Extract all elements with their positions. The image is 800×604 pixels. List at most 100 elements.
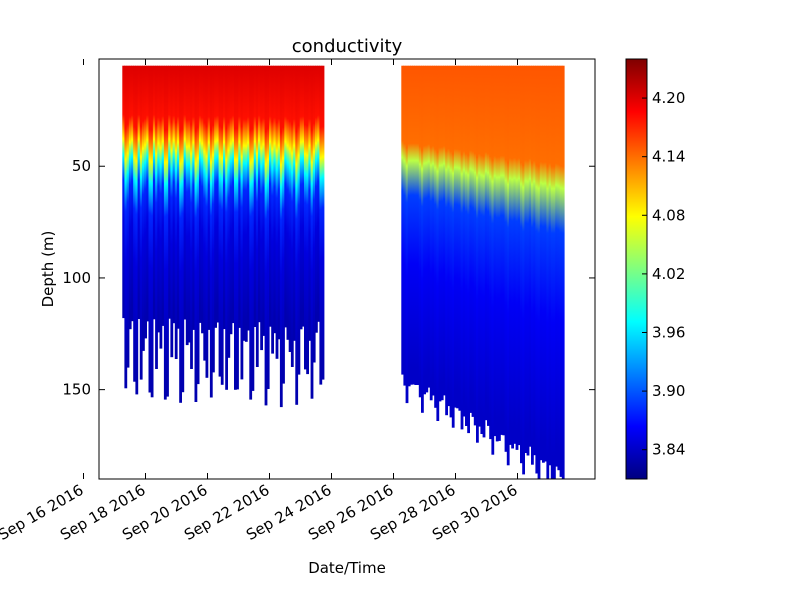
cast-strip xyxy=(255,65,259,367)
cast-strip xyxy=(429,65,433,401)
cast-strip xyxy=(275,65,279,359)
cast-strip xyxy=(185,65,189,346)
cast-strip xyxy=(407,65,411,387)
cast-strip xyxy=(555,65,558,467)
cast-strip xyxy=(192,65,196,330)
y-axis: 50 100 150 xyxy=(62,157,595,399)
cast-strip xyxy=(440,65,444,401)
cast-strip xyxy=(159,65,163,349)
cast-strip xyxy=(168,65,171,319)
cast-strip xyxy=(209,65,213,398)
cast-strip xyxy=(238,65,242,328)
cast-strip xyxy=(258,65,261,323)
cast-strip xyxy=(495,65,499,442)
colorbar-tick-label: 4.20 xyxy=(652,89,685,107)
cast-strip xyxy=(403,65,407,386)
data-series-2 xyxy=(401,65,565,479)
cast-strip xyxy=(509,65,512,445)
cast-strip xyxy=(225,65,228,390)
cast-strip xyxy=(207,65,211,330)
cast-strip xyxy=(454,65,457,408)
cast-strip xyxy=(293,65,296,341)
cast-strip xyxy=(266,65,270,389)
cast-strip xyxy=(244,65,248,342)
plot-area xyxy=(122,65,565,479)
colorbar-tick-label: 4.14 xyxy=(652,148,685,166)
cast-strip xyxy=(166,65,169,397)
cast-strip xyxy=(537,65,541,479)
cast-strip xyxy=(183,65,187,320)
plot-frame xyxy=(98,58,596,480)
cast-strip xyxy=(414,65,418,385)
cast-strip xyxy=(301,65,305,327)
cast-strip xyxy=(467,65,470,434)
cast-strip xyxy=(539,65,543,461)
cast-strip xyxy=(502,65,506,436)
cast-strip xyxy=(269,65,272,327)
cast-strip xyxy=(131,65,134,322)
cast-strip xyxy=(401,65,405,375)
colorbar-tick-label: 3.90 xyxy=(652,382,685,400)
cast-strip xyxy=(161,65,165,326)
cast-strip xyxy=(273,65,277,334)
cast-strip xyxy=(139,65,143,380)
cast-strip xyxy=(144,65,147,339)
x-axis-label: Date/Time xyxy=(308,559,386,577)
cast-strip xyxy=(312,65,316,363)
cast-strip xyxy=(142,65,145,351)
cast-strip xyxy=(561,65,565,479)
cast-strip xyxy=(271,65,274,354)
cast-strip xyxy=(148,65,152,393)
cast-strip xyxy=(198,65,202,323)
cast-strip xyxy=(473,65,477,426)
cast-strip xyxy=(216,65,220,323)
cast-strip xyxy=(126,65,130,368)
cast-strip xyxy=(282,65,285,384)
cast-strip xyxy=(491,65,495,455)
cast-strip xyxy=(436,65,440,421)
cast-strip xyxy=(152,65,156,320)
cast-strip xyxy=(522,65,525,475)
cast-strip xyxy=(471,65,475,417)
cast-strip xyxy=(212,65,215,373)
cast-strip xyxy=(277,65,281,340)
cast-strip xyxy=(135,65,139,395)
cast-strip xyxy=(181,65,185,393)
cast-strip xyxy=(520,65,523,464)
cast-strip xyxy=(163,65,167,400)
cast-strip xyxy=(249,65,253,400)
cast-strip xyxy=(279,65,283,408)
cast-strip xyxy=(443,65,446,396)
y-tick-label: 50 xyxy=(72,157,91,175)
data-series-1 xyxy=(122,65,325,408)
cast-strip xyxy=(133,65,136,382)
chart-title: conductivity xyxy=(292,36,403,57)
cast-strip xyxy=(465,65,468,426)
colorbar-tick-label: 4.08 xyxy=(652,206,685,224)
cast-strip xyxy=(528,65,532,447)
cast-strip xyxy=(418,65,422,398)
cast-strip xyxy=(321,65,325,380)
cast-strip xyxy=(295,65,299,405)
cast-strip xyxy=(432,65,435,396)
cast-strip xyxy=(262,65,266,336)
cast-strip xyxy=(524,65,528,453)
cast-strip xyxy=(478,65,481,427)
cast-strip xyxy=(234,65,237,390)
cast-strip xyxy=(456,65,459,409)
cast-strip xyxy=(546,65,550,479)
cast-strip xyxy=(511,65,514,449)
cast-strip xyxy=(227,65,231,358)
cast-strip xyxy=(284,65,288,328)
cast-strip xyxy=(487,65,490,426)
colorbar-axis: 3.84 3.90 3.96 4.02 4.08 4.14 4.20 xyxy=(642,89,685,459)
cast-strip xyxy=(423,65,426,395)
cast-strip xyxy=(542,65,545,463)
cast-strip xyxy=(128,65,132,330)
cast-strip xyxy=(412,65,415,385)
cast-strip xyxy=(462,65,466,417)
cast-strip xyxy=(299,65,303,330)
cast-strip xyxy=(427,65,431,388)
cast-strip xyxy=(451,65,455,428)
